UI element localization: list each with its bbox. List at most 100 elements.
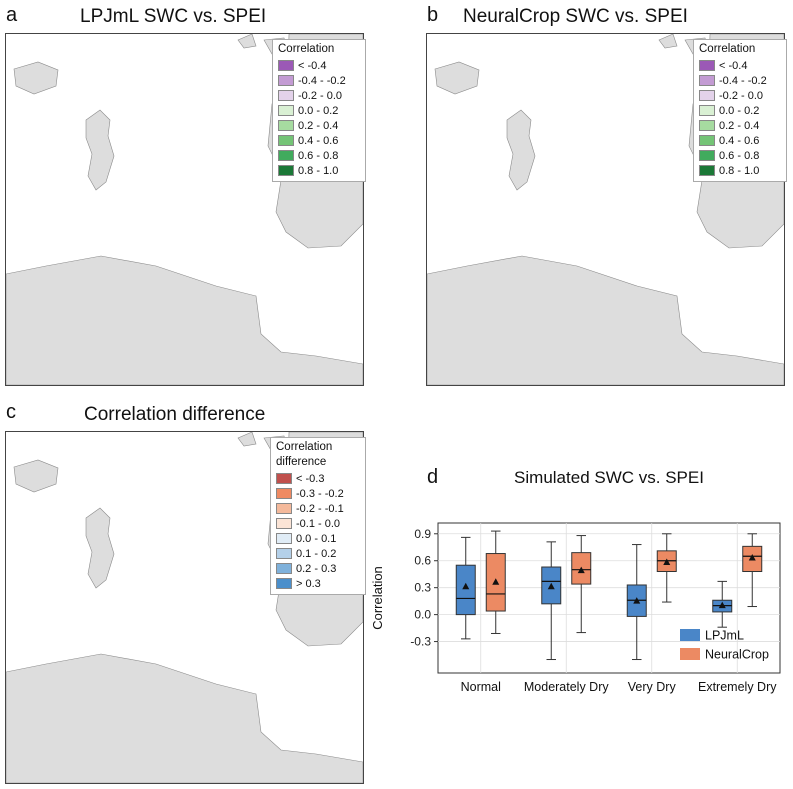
legend-b-swatch xyxy=(699,165,715,176)
legend-a-item: -0.4 - -0.2 xyxy=(278,73,360,88)
legend-a-label: -0.4 - -0.2 xyxy=(298,74,346,87)
y-axis-label: Correlation xyxy=(370,566,385,630)
non-study-land xyxy=(506,109,536,191)
legend-panel-c: Correlation difference < -0.3 -0.3 - -0.2… xyxy=(270,437,366,595)
mean-marker xyxy=(547,582,555,590)
legend-c-swatch xyxy=(276,578,292,589)
legend-a-item: 0.4 - 0.6 xyxy=(278,133,360,148)
panel-a-title: LPJmL SWC vs. SPEI xyxy=(80,6,267,27)
legend-c-item: -0.1 - 0.0 xyxy=(276,516,360,531)
legend-a-item: 0.6 - 0.8 xyxy=(278,148,360,163)
legend-label-lpjml: LPJmL xyxy=(705,629,744,643)
legend-label-neuralcrop: NeuralCrop xyxy=(705,648,769,662)
legend-a-swatch xyxy=(278,75,294,86)
legend-b-label: -0.4 - -0.2 xyxy=(719,74,767,87)
boxplot-chart: Simulated SWC vs. SPEI -0.3 0.0 0.3 0.6 0.9 Co… xyxy=(370,468,781,694)
panel-c-title: Correlation difference xyxy=(84,404,266,425)
legend-a-swatch xyxy=(278,165,294,176)
mean-marker xyxy=(462,582,470,590)
legend-b-item: 0.0 - 0.2 xyxy=(699,103,781,118)
x-tick-label: Moderately Dry xyxy=(524,680,609,694)
non-study-land xyxy=(85,109,115,191)
legend-b-swatch xyxy=(699,60,715,71)
legend-c-swatch xyxy=(276,548,292,559)
y-tick-label: -0.3 xyxy=(410,635,431,649)
legend-b-label: 0.4 - 0.6 xyxy=(719,134,760,147)
legend-b-item: 0.4 - 0.6 xyxy=(699,133,781,148)
legend-a-swatch xyxy=(278,60,294,71)
legend-c-label: -0.1 - 0.0 xyxy=(296,517,341,530)
legend-c-swatch xyxy=(276,533,292,544)
legend-a-label: 0.6 - 0.8 xyxy=(298,149,339,162)
legend-c-label: > 0.3 xyxy=(296,577,321,590)
legend-a-item: 0.2 - 0.4 xyxy=(278,118,360,133)
legend-b-label: 0.6 - 0.8 xyxy=(719,149,760,162)
legend-a-label: 0.0 - 0.2 xyxy=(298,104,339,117)
legend-c-item: 0.2 - 0.3 xyxy=(276,561,360,576)
legend-a-label: -0.2 - 0.0 xyxy=(298,89,343,102)
legend-panel-b: Correlation < -0.4 -0.4 - -0.2 -0.2 - 0.0 0… xyxy=(693,39,787,182)
mean-marker xyxy=(633,597,641,604)
legend-b-swatch xyxy=(699,105,715,116)
legend-c-item: < -0.3 xyxy=(276,471,360,486)
legend-b-label: < -0.4 xyxy=(719,59,748,72)
non-study-land xyxy=(6,653,363,783)
non-study-land xyxy=(13,459,59,493)
legend-c-label: 0.1 - 0.2 xyxy=(296,547,337,560)
legend-a-item: 0.8 - 1.0 xyxy=(278,163,360,178)
legend-a-label: 0.4 - 0.6 xyxy=(298,134,339,147)
legend-b-item: -0.2 - 0.0 xyxy=(699,88,781,103)
panel-letter-c: c xyxy=(6,401,16,423)
panel-letter-d: d xyxy=(427,466,439,488)
legend-b-item: < -0.4 xyxy=(699,58,781,73)
legend-a-label: 0.2 - 0.4 xyxy=(298,119,339,132)
panel-letter-a: a xyxy=(6,4,18,26)
legend-a-label: < -0.4 xyxy=(298,59,327,72)
legend-a-swatch xyxy=(278,135,294,146)
box-lpjml xyxy=(455,564,476,616)
y-tick-label: 0.6 xyxy=(414,554,431,568)
legend-c-label: -0.3 - -0.2 xyxy=(296,487,344,500)
legend-c-item: 0.1 - 0.2 xyxy=(276,546,360,561)
legend-b-swatch xyxy=(699,150,715,161)
mean-marker xyxy=(492,578,500,585)
legend-a-item: < -0.4 xyxy=(278,58,360,73)
legend-b-label: 0.8 - 1.0 xyxy=(719,164,760,177)
chart-title: Simulated SWC vs. SPEI xyxy=(514,468,704,487)
mean-marker xyxy=(577,566,585,574)
legend-c-item: > 0.3 xyxy=(276,576,360,591)
non-study-land xyxy=(658,34,678,49)
legend-a-item: 0.0 - 0.2 xyxy=(278,103,360,118)
non-study-land xyxy=(6,255,363,385)
legend-b-item: 0.2 - 0.4 xyxy=(699,118,781,133)
legend-c-label: 0.0 - 0.1 xyxy=(296,532,337,545)
y-tick-label: 0.0 xyxy=(414,608,431,622)
legend-swatch-lpjml xyxy=(680,629,700,641)
legend-c-swatch xyxy=(276,473,292,484)
legend-c-item: -0.3 - -0.2 xyxy=(276,486,360,501)
legend-a-label: 0.8 - 1.0 xyxy=(298,164,339,177)
map-panel-b xyxy=(426,33,785,386)
legend-a-title: Correlation xyxy=(278,43,335,55)
mean-marker xyxy=(663,558,671,566)
legend-b-title: Correlation xyxy=(699,43,756,55)
non-study-land xyxy=(237,432,257,447)
y-tick-label: 0.3 xyxy=(414,581,431,595)
legend-a-swatch xyxy=(278,90,294,101)
non-study-land xyxy=(13,61,59,95)
y-tick-label: 0.9 xyxy=(414,527,431,541)
legend-a-swatch xyxy=(278,105,294,116)
legend-c-swatch xyxy=(276,518,292,529)
legend-panel-a: Correlation < -0.4 -0.4 - -0.2 -0.2 - 0.0 0… xyxy=(272,39,366,182)
non-study-land xyxy=(85,507,115,589)
legend-b-swatch xyxy=(699,135,715,146)
legend-b-item: 0.6 - 0.8 xyxy=(699,148,781,163)
legend-c-label: < -0.3 xyxy=(296,472,325,485)
legend-c-swatch xyxy=(276,503,292,514)
legend-c-title-line2: difference xyxy=(276,456,327,468)
x-tick-label: Very Dry xyxy=(628,680,677,694)
non-study-land xyxy=(237,34,257,49)
panel-b-title: NeuralCrop SWC vs. SPEI xyxy=(463,6,688,27)
legend-c-title-line1: Correlation xyxy=(276,441,333,453)
legend-c-label: 0.2 - 0.3 xyxy=(296,562,337,575)
